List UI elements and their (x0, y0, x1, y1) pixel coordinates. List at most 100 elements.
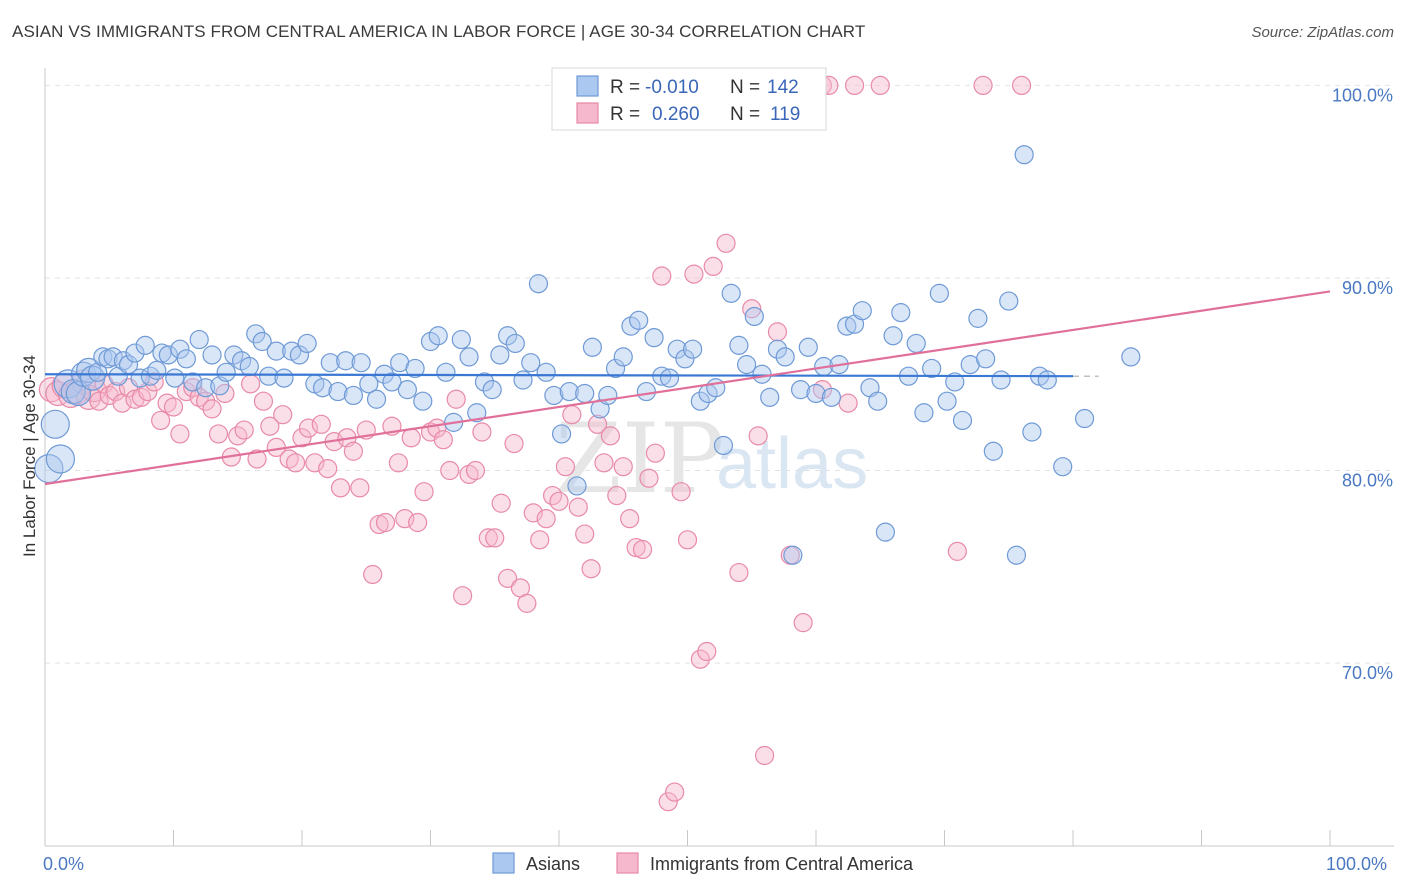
immigrants-point-69 (478, 528, 498, 548)
asians-point-25 (176, 349, 196, 369)
x-tick-label-min: 0.0% (43, 854, 84, 874)
axes (44, 68, 1394, 847)
watermark-atlas: atlas (716, 424, 868, 504)
asians-point-75 (551, 424, 572, 444)
immigrants-point-58 (408, 512, 428, 533)
asians-point-38 (266, 341, 286, 361)
asians-point-96 (713, 435, 734, 456)
immigrants-point-106 (729, 562, 749, 583)
immigrants-point-90 (613, 457, 633, 477)
immigrants-point-77 (530, 530, 550, 550)
asians-point-138 (1037, 370, 1057, 390)
bottom-legend-label-immigrants: Immigrants from Central America (650, 854, 914, 874)
asians-point-107 (798, 337, 818, 357)
asians-point-131 (983, 441, 1003, 461)
immigrants-point-78 (536, 509, 556, 529)
immigrants-point-86 (587, 414, 608, 434)
y-tick-label-0: 100.0% (1332, 85, 1393, 105)
asians-point-124 (929, 283, 949, 303)
asians-point-22 (158, 345, 178, 365)
asians-point-118 (883, 326, 903, 346)
asians-point-108 (806, 383, 826, 404)
immigrants-point-65 (453, 586, 473, 606)
asians-point-97 (721, 283, 741, 303)
x-axis-ticks (44, 830, 1331, 846)
asians-point-117 (875, 522, 895, 542)
asians-point-87 (644, 328, 664, 348)
asians-point-103 (767, 339, 788, 359)
immigrants-point-68 (472, 422, 492, 442)
asians-point-119 (891, 303, 911, 323)
asians-point-49 (351, 353, 371, 373)
bottom-legend: Asians Immigrants from Central America (492, 852, 914, 874)
asians-point-69 (505, 333, 525, 354)
asians-point-132 (991, 370, 1011, 390)
immigrants-point-95 (645, 443, 665, 463)
immigrants-point-94 (639, 468, 659, 488)
asians-point-123 (922, 358, 942, 379)
asians-point-2 (45, 444, 76, 474)
immigrants-point-72 (498, 568, 518, 588)
asians-point-68 (498, 326, 518, 346)
asians-point-9 (88, 362, 108, 382)
legend-swatch-asians (576, 75, 599, 97)
asians-point-1 (40, 409, 70, 439)
asians-point-18 (135, 335, 155, 355)
asians-point-102 (760, 387, 780, 407)
x-tick-label-max: 100.0% (1326, 854, 1387, 874)
immigrants-point-21 (170, 424, 190, 444)
asians-point-58 (420, 331, 441, 352)
immigrants-point-117 (973, 75, 993, 96)
legend-r-value-2: 0.260 (652, 104, 700, 125)
asians-point-56 (405, 358, 425, 379)
immigrants-point-59 (414, 482, 434, 502)
asians-point-133 (999, 291, 1019, 311)
immigrants-point-107 (742, 299, 762, 319)
asians-point-20 (147, 360, 167, 380)
asians-point-63 (459, 347, 479, 367)
asians-point-73 (536, 362, 556, 382)
y-tick-label-1: 90.0% (1342, 278, 1393, 298)
asians-point-32 (224, 345, 244, 365)
asians-point-16 (125, 343, 145, 363)
asians-point-84 (621, 316, 641, 336)
immigrants-point-11 (106, 381, 126, 402)
asians-point-72 (528, 274, 549, 294)
watermark-zip: ZIP (555, 403, 724, 515)
immigrants-point-31 (234, 420, 254, 440)
asians-point-48 (343, 385, 363, 406)
immigrants-point-104 (703, 256, 723, 277)
immigrants-point-98 (665, 782, 685, 802)
asians-point-67 (490, 345, 510, 365)
asians-point-101 (752, 364, 772, 384)
asians-point-127 (952, 410, 973, 431)
asians-point-31 (216, 362, 236, 382)
immigrants-point-101 (684, 264, 704, 284)
asians-point-116 (868, 391, 888, 411)
immigrants-point-64 (446, 389, 466, 409)
immigrants-point-20 (163, 397, 184, 417)
trend-lines (44, 290, 1331, 486)
immigrants-point-46 (330, 478, 351, 498)
trend-line-asians (44, 373, 1074, 378)
asians-point-141 (1121, 347, 1141, 367)
immigrants-point-55 (388, 453, 408, 473)
legend-n-value-2: 119 (770, 104, 800, 125)
asians-point-122 (914, 403, 934, 423)
legend-n-label-1: N = (730, 77, 760, 98)
immigrants-point-71 (491, 493, 511, 513)
immigrants-point-35 (260, 416, 280, 436)
asians-point-78 (575, 383, 595, 404)
immigrants-point-87 (594, 453, 614, 473)
immigrants-point-51 (363, 564, 383, 585)
immigrants-point-56 (395, 509, 415, 529)
immigrants-point-27 (208, 424, 229, 444)
asians-point-64 (467, 403, 487, 423)
trend-line-immigrants (44, 290, 1331, 486)
immigrants-point-122 (947, 541, 967, 561)
y-axis-tick-labels: 100.0% 90.0% 80.0% 70.0% (1332, 85, 1393, 683)
bottom-legend-swatch-immigrants (616, 852, 639, 874)
immigrants-point-105 (716, 233, 736, 253)
asians-point-129 (968, 308, 988, 328)
